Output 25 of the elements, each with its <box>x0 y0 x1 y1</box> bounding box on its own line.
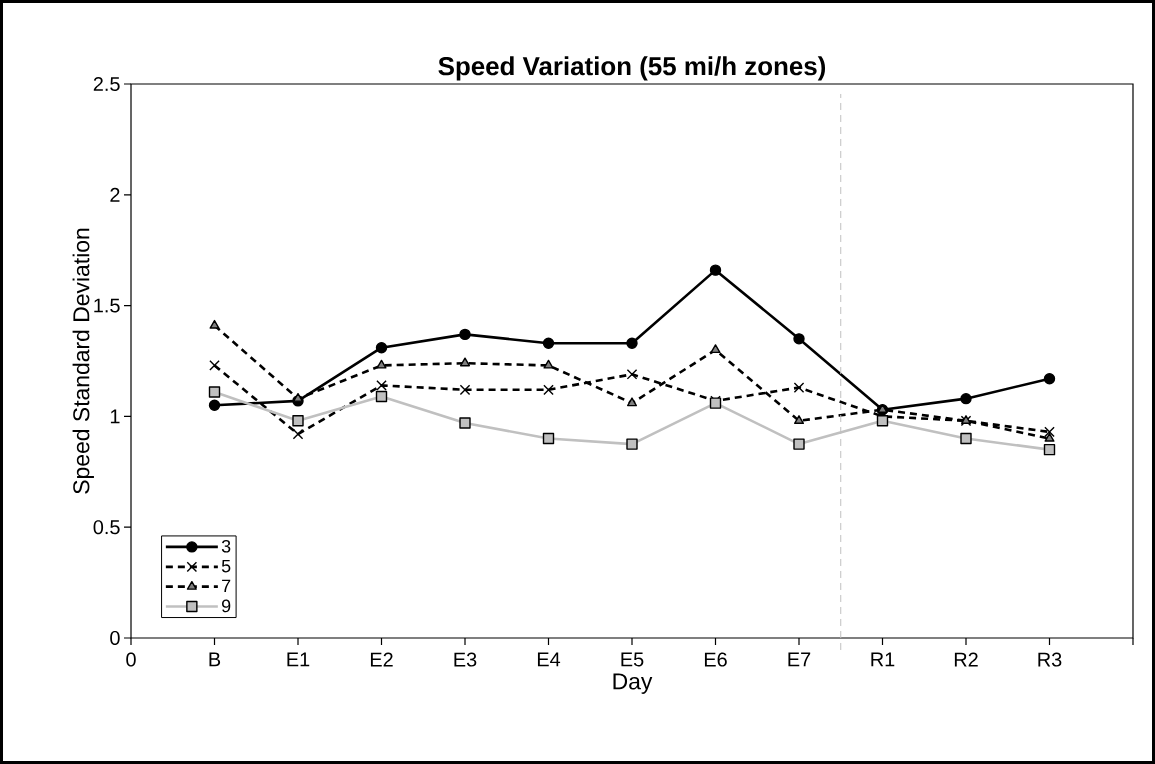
x-tick-label: R2 <box>954 652 978 667</box>
y-axis-title: Speed Standard Deviation <box>72 228 94 494</box>
x-tick-label: B <box>209 652 221 667</box>
x-tick-label: E1 <box>287 652 310 667</box>
chart-title: Speed Variation (55 mi/h zones) <box>438 56 826 81</box>
legend-label: 3 <box>221 539 231 553</box>
y-tick-label: 2.5 <box>93 76 120 92</box>
y-tick-label: 0 <box>110 630 120 646</box>
x-tick-label: E6 <box>704 652 727 667</box>
x-tick-label: E2 <box>370 652 393 667</box>
x-tick-label: 0 <box>126 652 136 667</box>
legend-label: 5 <box>221 559 231 573</box>
x-tick-label: R3 <box>1038 652 1062 667</box>
x-tick-label: E7 <box>788 652 811 667</box>
x-tick-label: E5 <box>621 652 644 667</box>
x-tick-label: R1 <box>871 652 895 667</box>
legend-label: 9 <box>221 599 231 613</box>
y-tick-label: 1 <box>110 409 120 424</box>
x-axis-title: Day <box>613 673 653 694</box>
x-tick-label: E4 <box>537 652 561 667</box>
x-tick-label: E3 <box>454 652 477 667</box>
legend-label: 7 <box>222 579 231 593</box>
y-tick-label: 2 <box>110 187 120 202</box>
y-tick-label: 0.5 <box>93 520 120 535</box>
y-tick-label: 1.5 <box>94 298 120 313</box>
